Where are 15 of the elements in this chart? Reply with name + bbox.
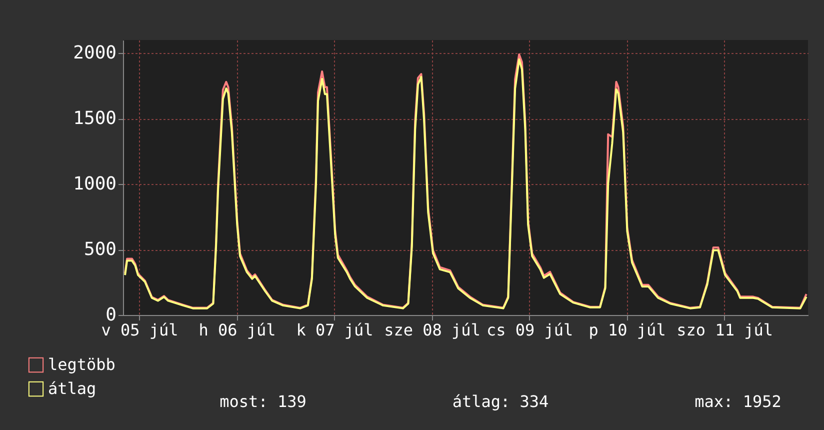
- text: max: 1952: [694, 392, 782, 411]
- y-tick-label: 1500: [73, 108, 116, 130]
- x-tick-label: k 07 júl: [296, 320, 374, 340]
- x-tick-label: h 06 júl: [198, 320, 276, 340]
- legend-label: átlag: [48, 379, 96, 398]
- y-tick-label: 2000: [73, 42, 116, 64]
- text: most: 139: [220, 392, 306, 411]
- x-tick-label: cs 09 júl: [486, 320, 574, 340]
- x-tick-label: szo 11 júl: [676, 320, 773, 340]
- x-tick-label: p 10 júl: [588, 320, 666, 340]
- x-tick-label: sze 08 júl: [384, 320, 480, 340]
- y-tick-label: 1000: [73, 174, 116, 195]
- legend-label: legtöbb: [48, 355, 116, 374]
- y-tick-label: 500: [84, 239, 116, 260]
- text: átlag: 334: [452, 392, 549, 411]
